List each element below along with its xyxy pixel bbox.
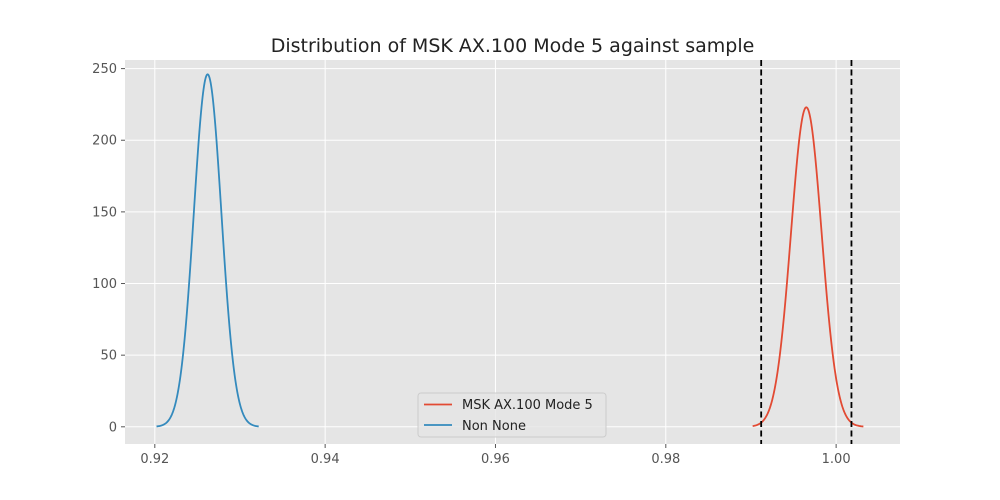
x-tick-label: 0.92 — [140, 452, 169, 467]
reference-lines — [760, 60, 853, 444]
series-layer — [156, 73, 864, 428]
x-tick-label: 0.94 — [311, 452, 340, 467]
y-tick-label: 200 — [92, 134, 117, 149]
legend-label-series-1: Non None — [462, 419, 526, 434]
series-line-1 — [156, 73, 260, 428]
chart-title: Distribution of MSK AX.100 Mode 5 agains… — [271, 35, 755, 57]
y-tick-label: 50 — [100, 349, 117, 364]
y-tick-label: 250 — [92, 62, 117, 77]
x-tick-label: 0.98 — [651, 452, 680, 467]
y-tick-label: 100 — [92, 277, 117, 292]
x-tick-label: 0.96 — [481, 452, 510, 467]
x-axis: 0.92 0.94 0.96 0.98 1.00 — [140, 444, 851, 467]
legend-label-series-0: MSK AX.100 Mode 5 — [462, 398, 593, 413]
legend-box — [417, 392, 607, 438]
legend: MSK AX.100 Mode 5 Non None — [417, 392, 607, 438]
x-tick-label: 1.00 — [822, 452, 851, 467]
y-tick-label: 150 — [92, 205, 117, 220]
y-tick-label: 0 — [109, 420, 117, 435]
y-axis: 0 50 100 150 200 250 — [92, 62, 125, 435]
series-line-0 — [752, 106, 864, 428]
plot-area — [125, 60, 900, 444]
